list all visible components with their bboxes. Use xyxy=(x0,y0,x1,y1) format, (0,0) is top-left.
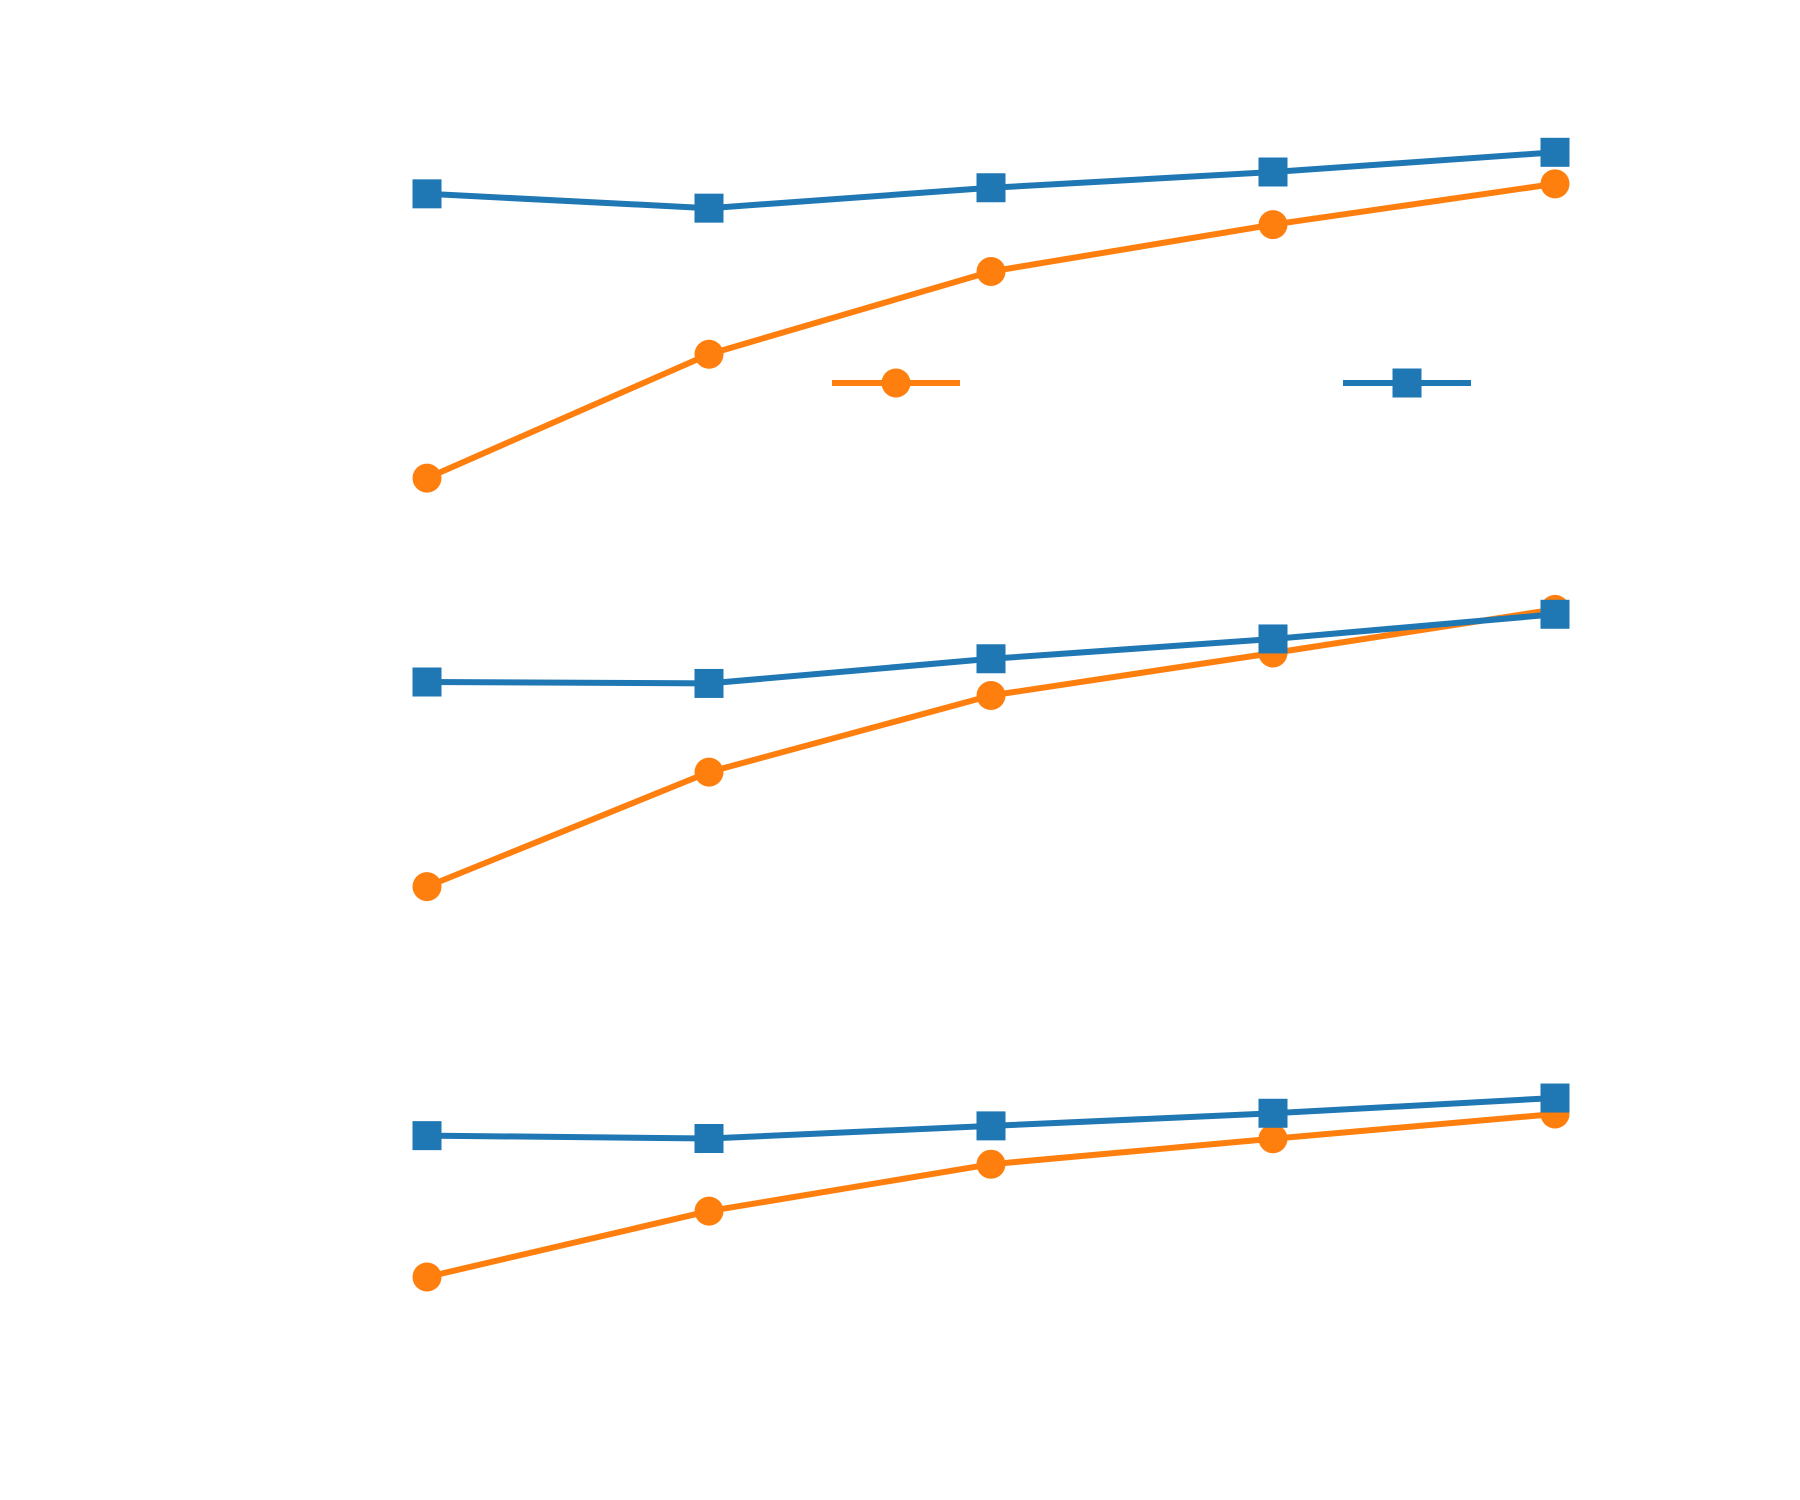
data-point xyxy=(976,1149,1006,1179)
data-point xyxy=(1258,210,1288,240)
legend-marker-square xyxy=(1392,368,1422,398)
data-point xyxy=(694,339,724,369)
panel-1 xyxy=(412,137,1570,493)
data-point xyxy=(694,757,724,787)
data-point xyxy=(1540,599,1570,629)
data-point xyxy=(412,872,442,902)
data-point xyxy=(694,1196,724,1226)
data-point xyxy=(976,257,1006,287)
data-point xyxy=(412,179,442,209)
data-point xyxy=(694,1123,724,1153)
data-point xyxy=(1258,624,1288,654)
legend-marker-circle xyxy=(881,368,911,398)
data-point xyxy=(412,1121,442,1151)
data-point xyxy=(1258,157,1288,187)
data-point xyxy=(1258,1124,1288,1154)
data-point xyxy=(976,644,1006,674)
legend xyxy=(832,368,1471,398)
data-point xyxy=(412,1262,442,1292)
data-point xyxy=(694,668,724,698)
panels xyxy=(412,137,1570,1292)
data-point xyxy=(1540,1083,1570,1113)
data-point xyxy=(1540,137,1570,167)
data-point xyxy=(694,193,724,223)
data-point xyxy=(976,680,1006,710)
data-point xyxy=(412,463,442,493)
panel-3 xyxy=(412,1083,1570,1292)
panel-2 xyxy=(412,594,1570,902)
data-point xyxy=(976,1111,1006,1141)
data-point xyxy=(1540,169,1570,199)
data-point xyxy=(412,667,442,697)
series-line-1 xyxy=(425,180,1556,481)
data-point xyxy=(976,173,1006,203)
data-point xyxy=(1258,1098,1288,1128)
